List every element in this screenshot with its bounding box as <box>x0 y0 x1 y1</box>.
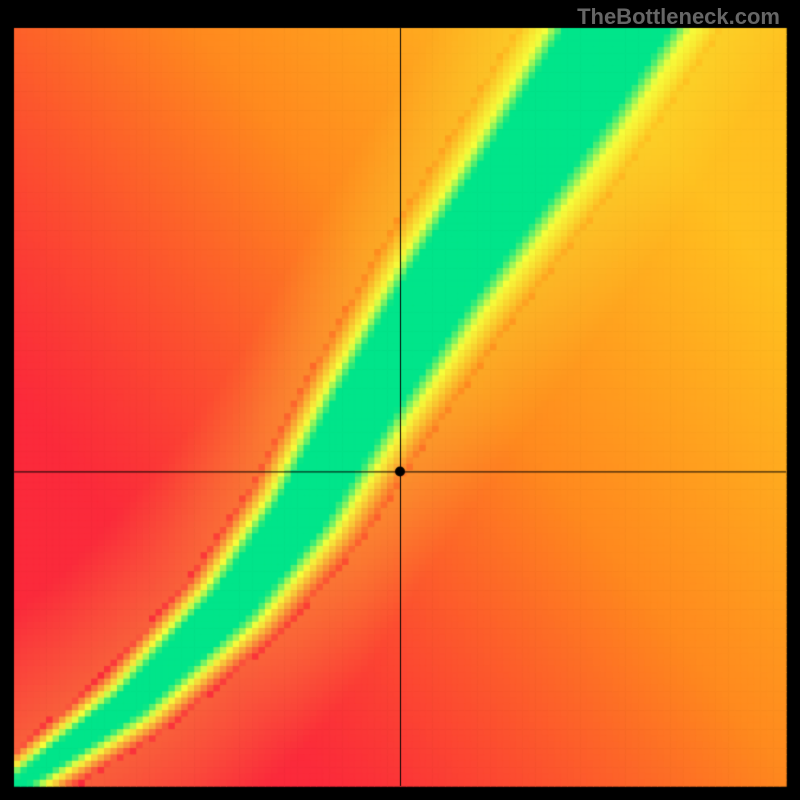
watermark-text: TheBottleneck.com <box>577 4 780 30</box>
crosshair-overlay <box>0 0 800 800</box>
chart-container: TheBottleneck.com <box>0 0 800 800</box>
